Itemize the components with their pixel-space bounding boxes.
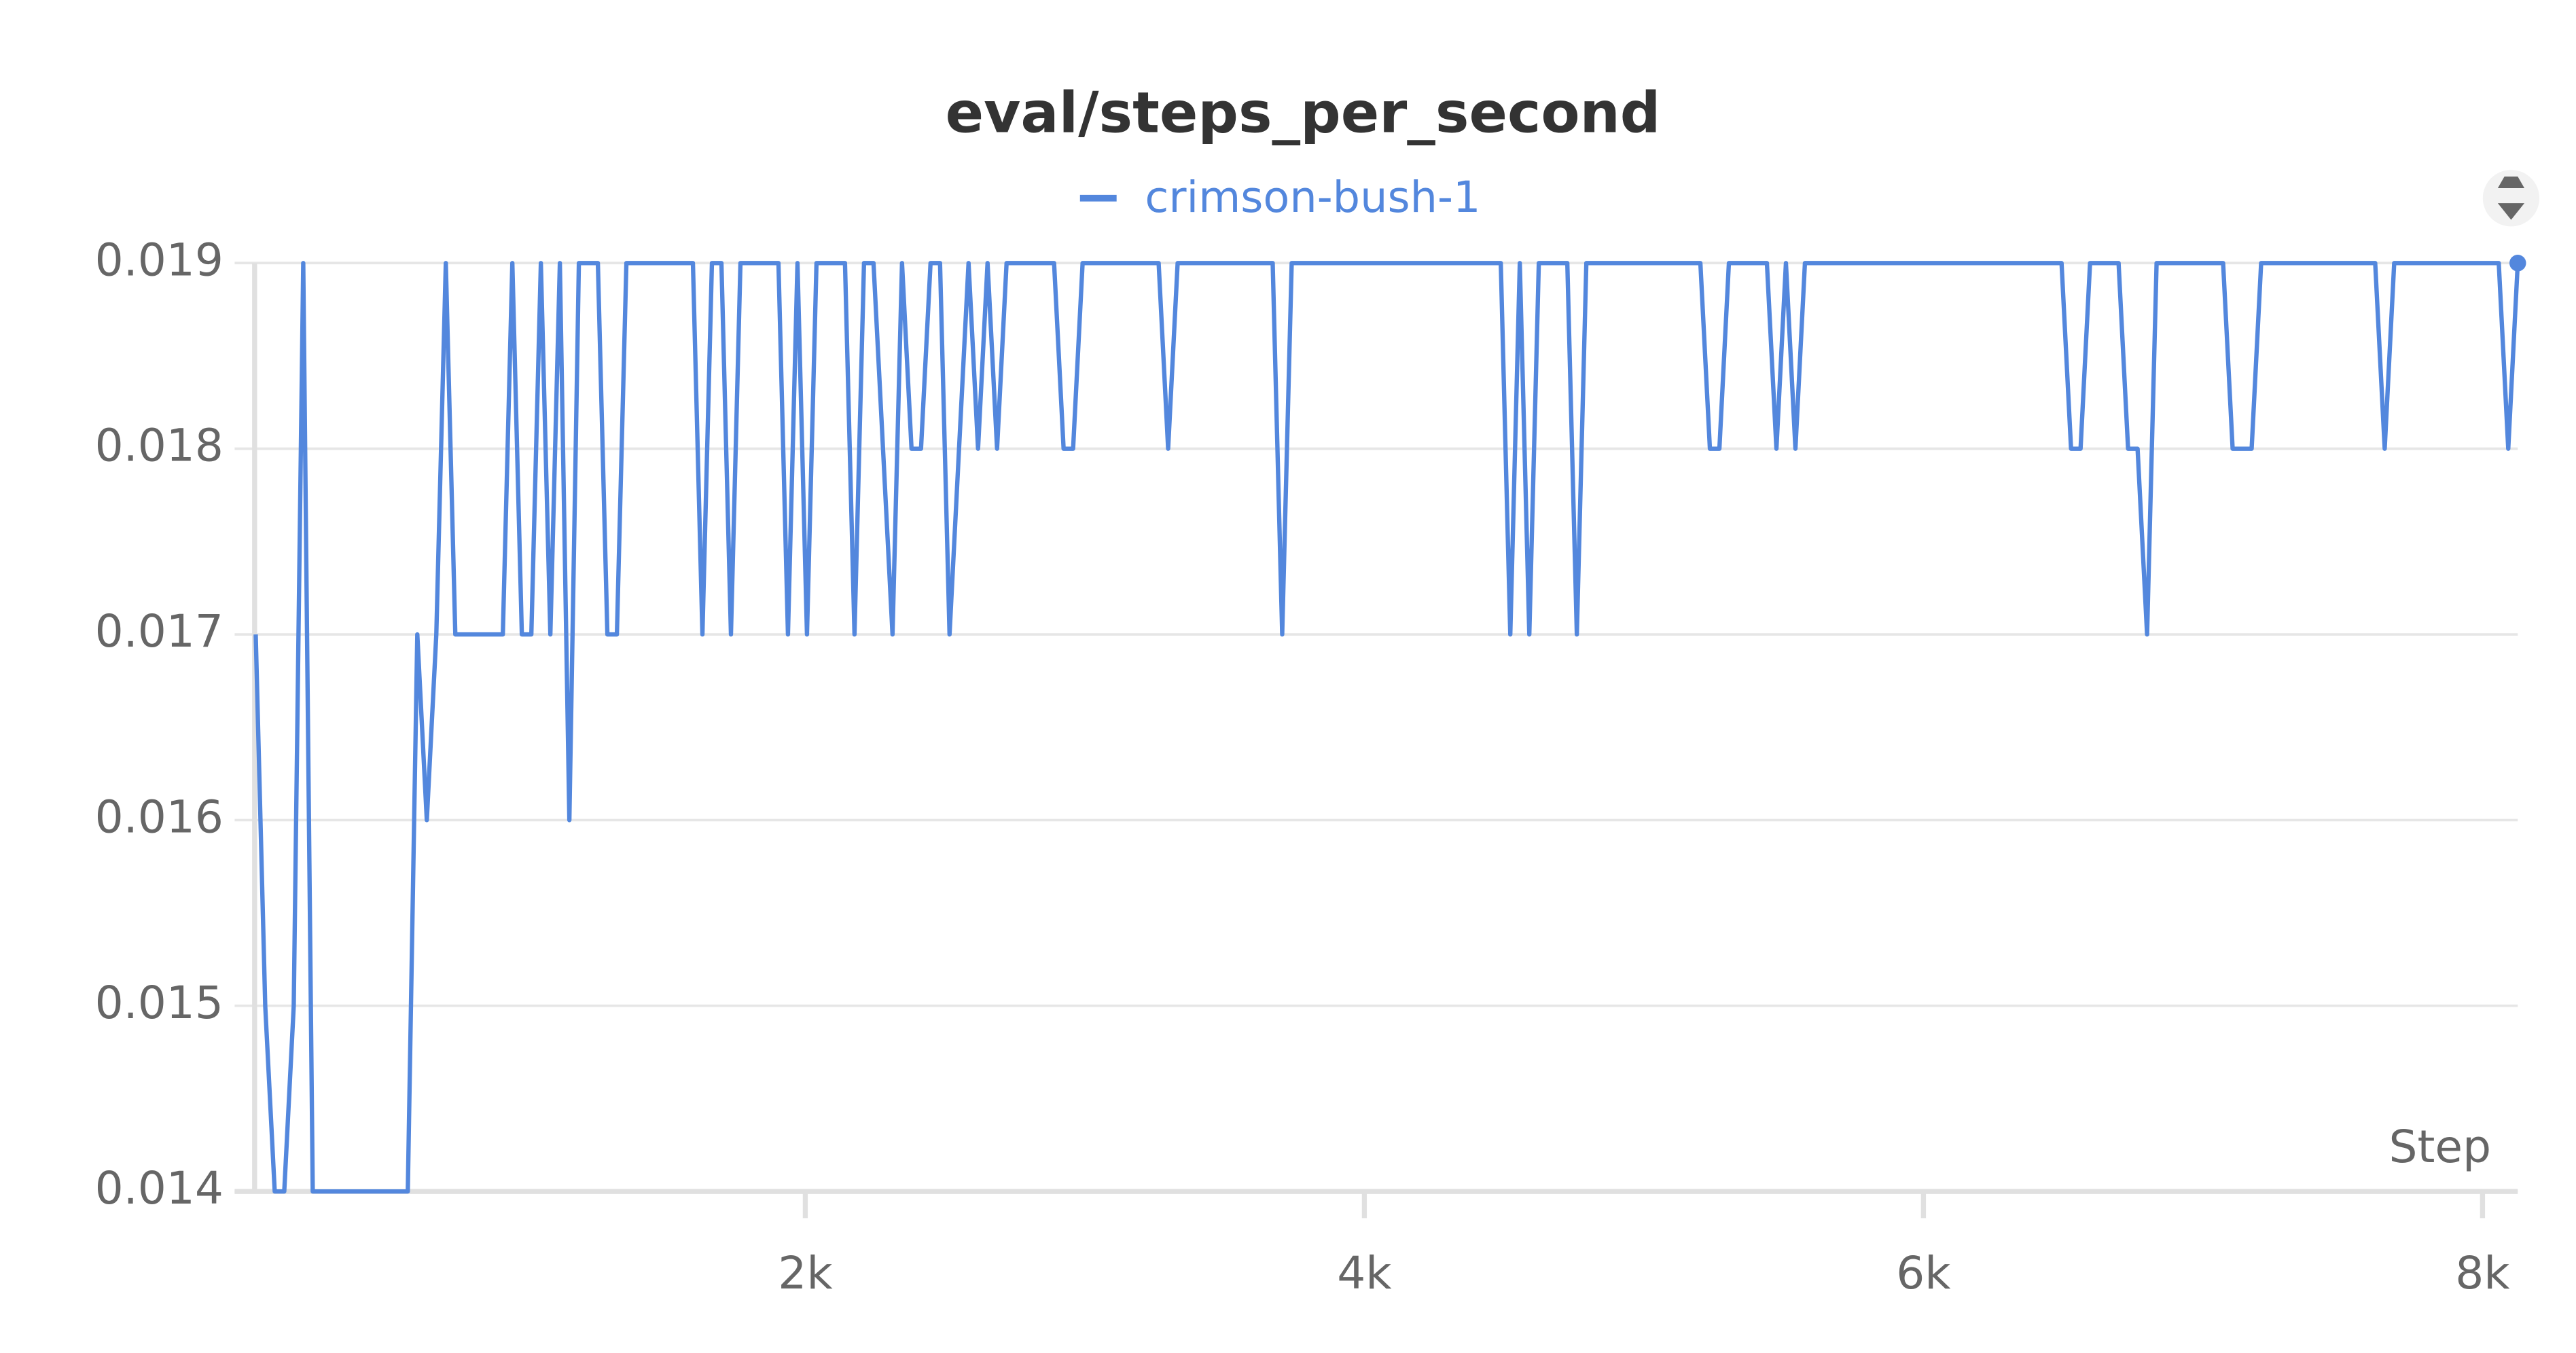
x-tick-label: 6k bbox=[1896, 1247, 1951, 1299]
x-tick-label: 4k bbox=[1337, 1247, 1392, 1299]
x-tick-label: 2k bbox=[778, 1247, 833, 1299]
y-tick-label: 0.017 bbox=[95, 605, 223, 657]
icon-bg bbox=[2482, 170, 2540, 227]
y-menu-icon[interactable] bbox=[2482, 170, 2540, 227]
x-tick-label: 8k bbox=[2455, 1247, 2510, 1299]
series-line bbox=[253, 261, 2520, 1194]
legend-item: crimson-bush-1 bbox=[1079, 173, 1480, 223]
last-point bbox=[2509, 255, 2526, 272]
y-tick-label: 0.015 bbox=[95, 977, 223, 1029]
chart-title: eval/steps_per_second bbox=[946, 80, 1661, 146]
y-tick-label: 0.018 bbox=[95, 420, 223, 472]
icon bbox=[2497, 176, 2525, 220]
y-tick-label: 0.016 bbox=[95, 791, 223, 843]
y-tick-label: 0.019 bbox=[95, 234, 223, 286]
x-axis-label: Step bbox=[2389, 1121, 2492, 1173]
y-tick-label: 0.014 bbox=[95, 1162, 223, 1214]
legend-label: crimson-bush-1 bbox=[1145, 173, 1480, 223]
